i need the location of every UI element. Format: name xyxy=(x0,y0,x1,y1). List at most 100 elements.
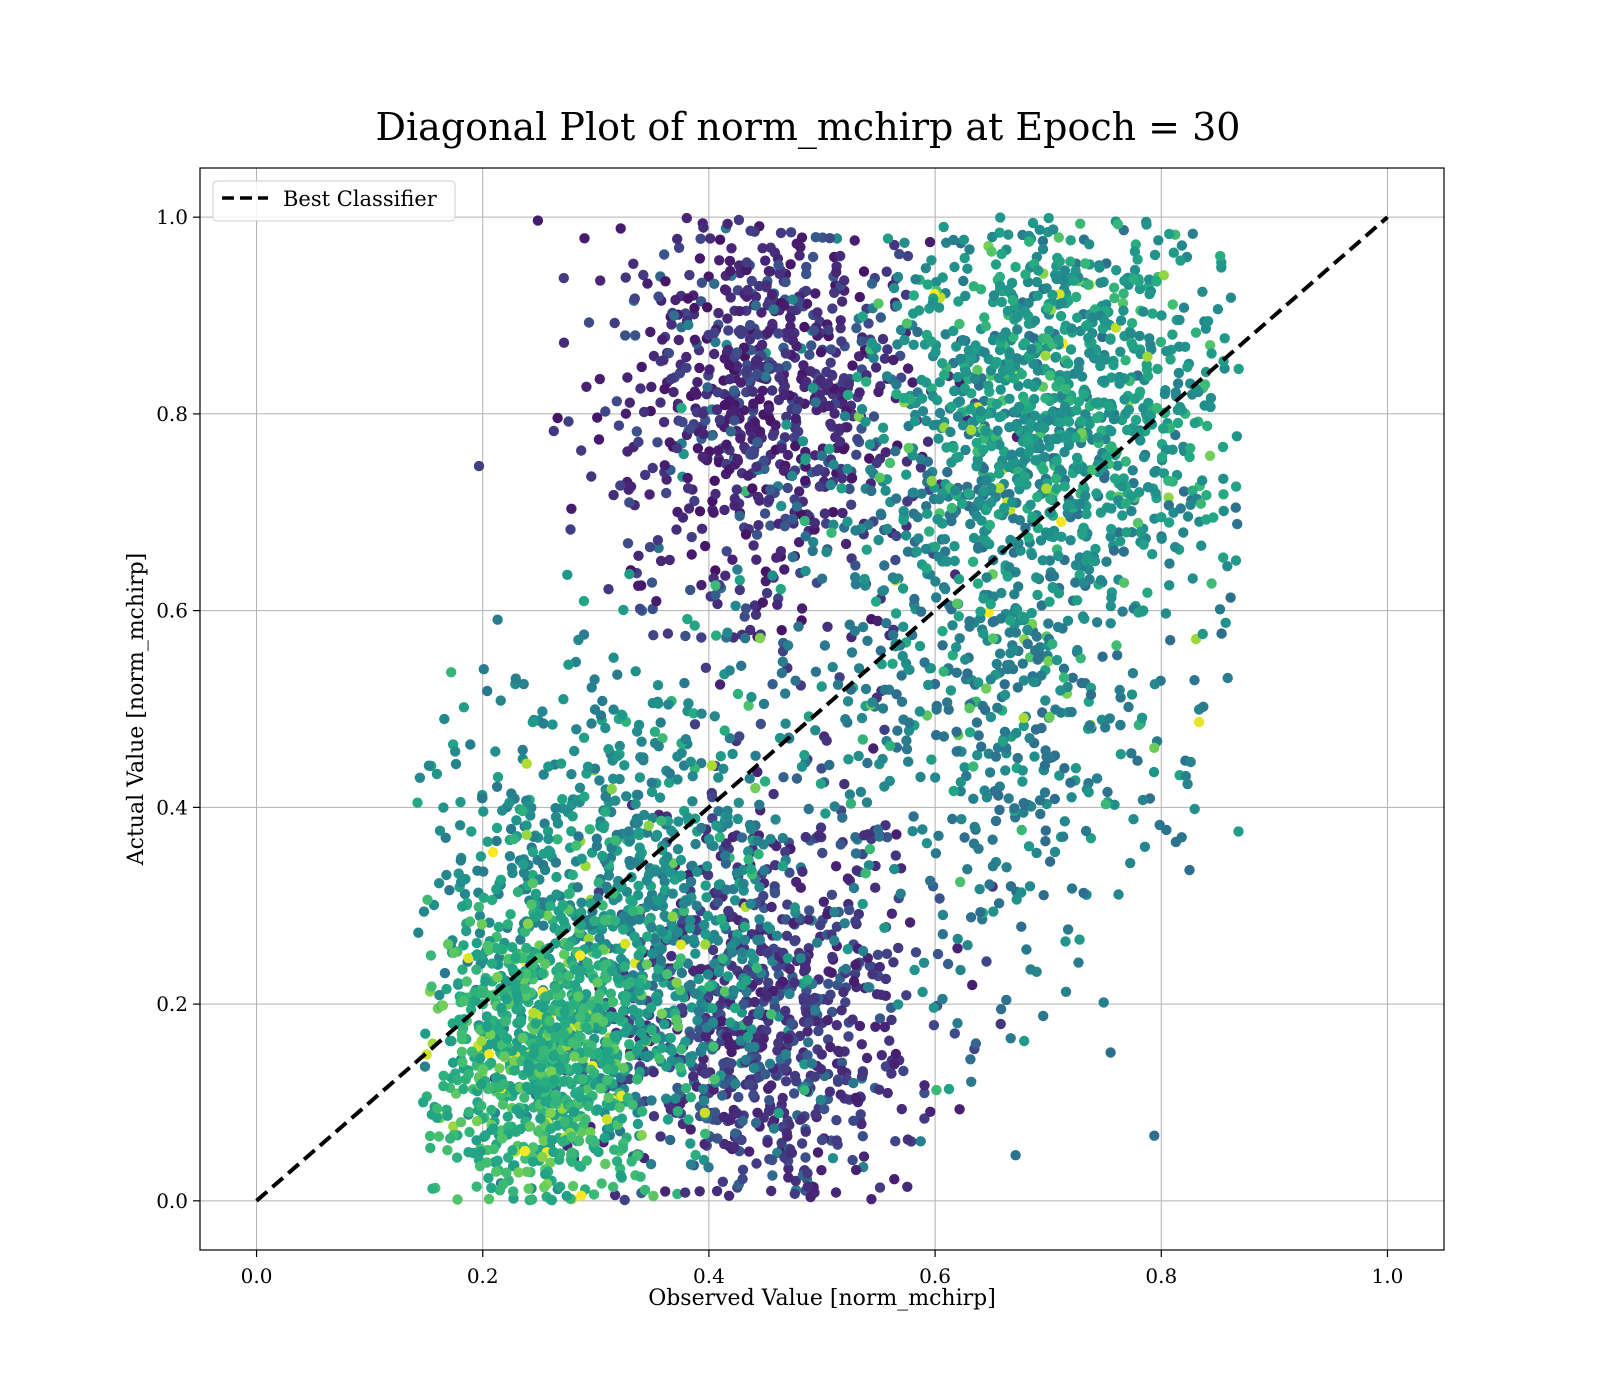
scatter-point xyxy=(1136,712,1148,723)
scatter-point xyxy=(600,406,611,417)
scatter-point xyxy=(844,619,855,630)
scatter-point xyxy=(1044,370,1056,381)
scatter-point xyxy=(1023,841,1035,852)
scatter-point xyxy=(772,1045,783,1056)
scatter-point xyxy=(796,1138,808,1149)
scatter-point xyxy=(702,969,714,980)
scatter-point xyxy=(1007,496,1018,508)
scatter-point xyxy=(1117,510,1128,521)
scatter-point xyxy=(758,455,770,466)
scatter-point xyxy=(942,697,953,708)
scatter-point xyxy=(1078,577,1089,589)
scatter-point xyxy=(985,599,996,610)
scatter-point xyxy=(1040,836,1051,847)
scatter-point xyxy=(1019,306,1031,317)
scatter-point xyxy=(608,704,619,715)
scatter-point xyxy=(758,890,769,902)
scatter-point xyxy=(1218,489,1229,500)
scatter-point xyxy=(1151,276,1162,287)
scatter-point xyxy=(492,771,504,783)
scatter-point xyxy=(811,404,822,416)
scatter-point xyxy=(860,416,871,427)
scatter-point xyxy=(852,433,863,445)
scatter-point xyxy=(746,275,757,287)
scatter-point xyxy=(1230,502,1242,513)
scatter-point xyxy=(994,227,1005,238)
scatter-point xyxy=(1004,562,1015,573)
scatter-point xyxy=(996,248,1007,260)
scatter-point xyxy=(540,1169,551,1180)
scatter-point xyxy=(490,746,501,757)
scatter-point xyxy=(842,873,854,884)
scatter-point xyxy=(733,214,745,226)
scatter-point xyxy=(1032,654,1043,665)
scatter-point xyxy=(889,1174,900,1185)
scatter-point xyxy=(858,266,870,277)
scatter-point xyxy=(684,923,696,934)
scatter-point xyxy=(1206,348,1217,359)
scatter-point xyxy=(946,401,957,412)
scatter-point xyxy=(739,934,751,946)
scatter-point xyxy=(1018,797,1029,809)
scatter-point xyxy=(789,1070,801,1082)
scatter-point xyxy=(1027,217,1039,229)
scatter-point xyxy=(759,463,770,475)
scatter-point xyxy=(719,399,730,411)
scatter-point xyxy=(957,420,969,431)
scatter-point xyxy=(1047,582,1059,594)
scatter-point xyxy=(442,939,454,950)
scatter-point xyxy=(668,310,680,321)
scatter-point xyxy=(733,326,745,337)
scatter-point xyxy=(712,387,723,398)
scatter-point xyxy=(949,555,960,567)
scatter-point xyxy=(987,633,999,644)
scatter-point xyxy=(1160,444,1172,455)
scatter-point xyxy=(1154,819,1165,831)
scatter-point xyxy=(1083,564,1095,575)
scatter-point xyxy=(868,743,879,754)
scatter-point xyxy=(687,771,698,782)
scatter-point xyxy=(886,1068,897,1079)
scatter-point xyxy=(836,336,847,347)
scatter-point xyxy=(763,362,774,373)
scatter-point xyxy=(1126,318,1138,329)
scatter-point xyxy=(466,1046,478,1057)
scatter-point xyxy=(447,1057,459,1068)
scatter-point xyxy=(690,1149,701,1161)
scatter-point xyxy=(1001,862,1012,873)
scatter-point xyxy=(762,1137,773,1148)
scatter-point xyxy=(688,1071,699,1082)
scatter-point xyxy=(836,483,847,494)
scatter-point xyxy=(1053,232,1065,243)
scatter-point xyxy=(729,500,740,511)
scatter-point xyxy=(709,278,720,289)
scatter-point xyxy=(670,1093,681,1104)
scatter-point xyxy=(799,1059,810,1070)
scatter-point xyxy=(586,718,597,729)
scatter-point xyxy=(614,740,625,752)
scatter-point xyxy=(934,407,946,419)
scatter-point xyxy=(831,1135,842,1146)
scatter-point xyxy=(777,656,788,667)
scatter-point xyxy=(1079,613,1090,624)
scatter-point xyxy=(742,1031,754,1043)
scatter-point xyxy=(487,847,499,858)
scatter-point xyxy=(958,234,970,245)
scatter-point xyxy=(797,436,809,447)
scatter-point xyxy=(759,508,771,519)
scatter-point xyxy=(743,846,754,857)
scatter-point xyxy=(566,503,577,514)
scatter-point xyxy=(912,512,923,523)
scatter-point xyxy=(685,915,696,926)
scatter-point xyxy=(648,1067,659,1078)
scatter-point xyxy=(899,237,910,248)
scatter-point xyxy=(680,734,692,745)
scatter-point xyxy=(1172,417,1184,429)
scatter-point xyxy=(1059,446,1070,458)
scatter-point xyxy=(1049,846,1061,858)
scatter-point xyxy=(983,380,994,391)
scatter-point xyxy=(920,263,931,274)
scatter-point xyxy=(683,503,695,514)
scatter-point xyxy=(796,232,808,243)
scatter-point xyxy=(1201,514,1212,525)
